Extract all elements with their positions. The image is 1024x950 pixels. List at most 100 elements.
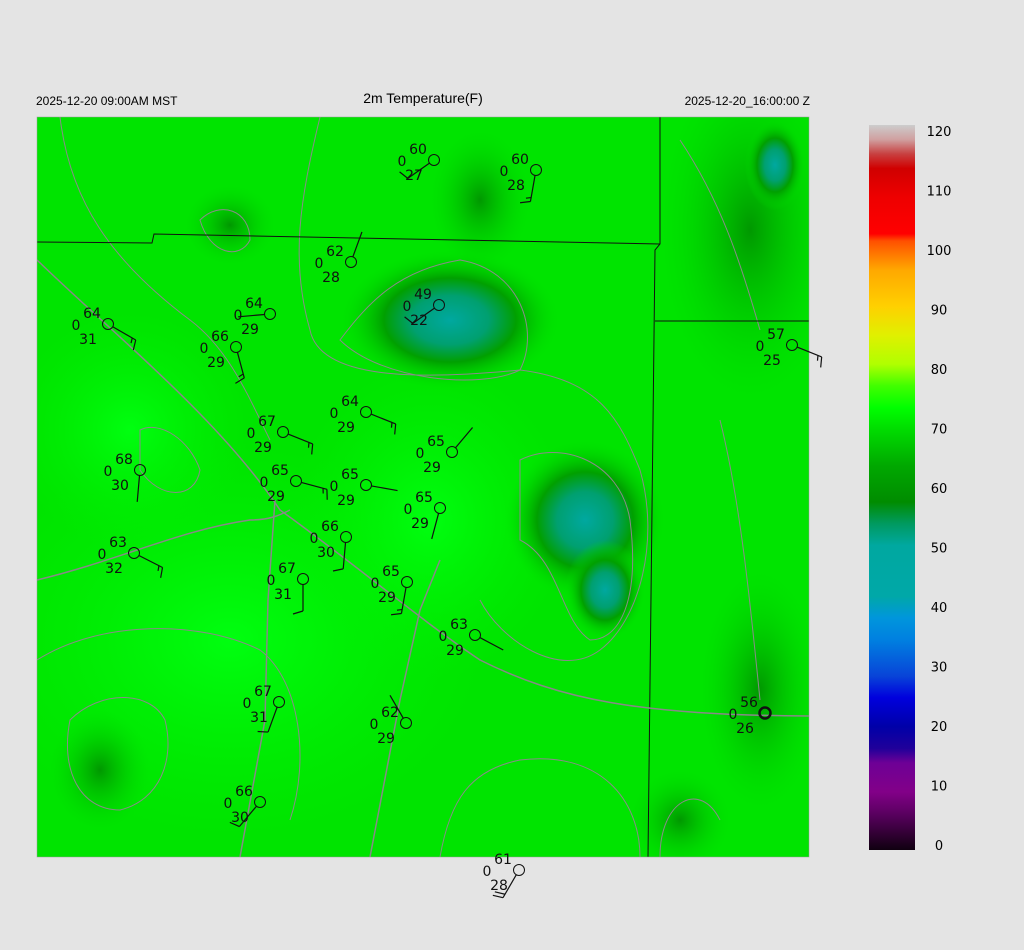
wind-barb-staff — [407, 162, 430, 179]
station-dewpoint: 29 — [446, 643, 464, 659]
station-temperature: 64 — [341, 394, 359, 410]
wind-barb-feather — [404, 316, 414, 324]
temperature-field — [37, 117, 809, 857]
station-circle — [513, 864, 525, 876]
wind-barb-staff — [352, 231, 363, 258]
station-pressure: 0 — [315, 256, 324, 272]
station-temperature: 49 — [414, 287, 432, 303]
station-temperature: 63 — [450, 617, 468, 633]
station-dewpoint: 29 — [377, 731, 395, 747]
station-circle — [400, 717, 412, 729]
station-circle — [530, 164, 542, 176]
station-pressure: 0 — [310, 531, 319, 547]
station-temperature: 66 — [235, 784, 253, 800]
station-dewpoint: 28 — [507, 178, 525, 194]
wind-barb-staff — [371, 485, 398, 492]
station-dewpoint: 28 — [490, 878, 508, 894]
station-circle — [360, 479, 372, 491]
wind-barb-staff — [431, 513, 440, 540]
wind-barb-feather — [394, 423, 397, 435]
station-circle — [102, 318, 114, 330]
station-temperature: 66 — [211, 329, 229, 345]
station-circle — [277, 426, 289, 438]
station-temperature: 57 — [767, 327, 785, 343]
station-temperature: 61 — [494, 852, 512, 868]
wind-barb-staff — [138, 554, 163, 569]
wind-barb-half-feather — [238, 373, 244, 378]
station-circle — [264, 308, 276, 320]
wind-barb-half-feather — [396, 608, 403, 611]
station-circle — [345, 256, 357, 268]
wind-barb-half-feather — [130, 337, 133, 344]
colorbar-tick-label: 40 — [931, 601, 948, 616]
station-dewpoint: 29 — [241, 322, 259, 338]
station-temperature: 63 — [109, 535, 127, 551]
station-dewpoint: 26 — [736, 721, 754, 737]
station-dewpoint: 31 — [79, 332, 97, 348]
station-pressure: 0 — [247, 426, 256, 442]
station-circle — [230, 341, 242, 353]
wind-barb-feather — [235, 377, 245, 384]
wind-barb-feather — [492, 894, 504, 899]
station-circle — [758, 706, 772, 720]
colorbar-tick-label: 110 — [927, 185, 952, 200]
station-circle — [434, 502, 446, 514]
station-pressure: 0 — [267, 573, 276, 589]
station-dewpoint: 31 — [250, 710, 268, 726]
station-dewpoint: 25 — [763, 353, 781, 369]
wind-barb-staff — [236, 352, 245, 379]
station-temperature: 60 — [409, 142, 427, 158]
station-circle — [128, 547, 140, 559]
station-pressure: 0 — [224, 796, 233, 812]
colorbar-tick-label: 70 — [931, 423, 948, 438]
wind-barb-staff — [342, 542, 347, 569]
colorbar-tick-label: 80 — [931, 363, 948, 378]
wind-barb-feather — [494, 891, 506, 895]
station-dewpoint: 22 — [410, 313, 428, 329]
station-temperature: 67 — [258, 414, 276, 430]
wind-barb-staff — [796, 346, 822, 358]
wind-barb-staff — [238, 313, 265, 318]
station-temperature: 68 — [115, 452, 133, 468]
wind-barb-staff — [455, 427, 474, 449]
colorbar-tick-label: 120 — [927, 125, 952, 140]
station-pressure: 0 — [234, 308, 243, 324]
station-circle — [433, 299, 445, 311]
station-pressure: 0 — [370, 717, 379, 733]
station-dewpoint: 31 — [274, 587, 292, 603]
wind-barb-feather — [132, 339, 137, 351]
wind-barb-staff — [112, 326, 137, 341]
station-dewpoint: 29 — [411, 516, 429, 532]
highways — [37, 259, 809, 857]
wind-barb-staff — [529, 175, 536, 202]
station-circle — [401, 576, 413, 588]
station-pressure: 0 — [243, 696, 252, 712]
